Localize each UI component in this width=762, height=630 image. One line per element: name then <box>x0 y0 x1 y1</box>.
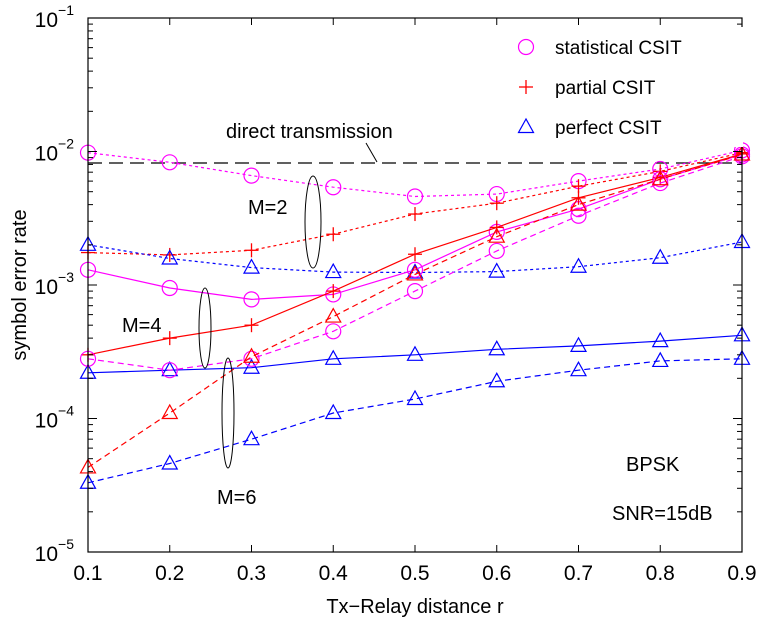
reference-line-label: direct transmission <box>226 121 393 143</box>
x-tick-label: 0.9 <box>727 562 756 585</box>
legend-label: statistical CSIT <box>555 38 682 59</box>
x-tick-label: 0.1 <box>73 562 102 585</box>
y-tick-exponent: −1 <box>58 2 74 18</box>
annotation-m2: M=2 <box>248 197 287 219</box>
legend: statistical CSIT partial CSIT perfect CSIT <box>500 27 743 147</box>
x-tick-labels: 0.1 0.2 0.3 0.4 0.5 0.6 0.7 0.8 0.9 <box>73 562 756 585</box>
x-tick-label: 0.7 <box>564 562 593 585</box>
legend-label: partial CSIT <box>555 78 656 99</box>
legend-label: perfect CSIT <box>555 118 662 139</box>
x-tick-label: 0.3 <box>237 562 266 585</box>
y-tick-base: 10 <box>35 410 58 433</box>
y-tick-base: 10 <box>35 543 58 566</box>
annotation-m4: M=4 <box>122 315 161 337</box>
x-tick-label: 0.8 <box>646 562 675 585</box>
x-tick-label: 0.2 <box>155 562 184 585</box>
y-tick-exponent: −5 <box>58 536 74 552</box>
y-axis-label: symbol error rate <box>9 209 31 360</box>
y-tick-base: 10 <box>35 9 58 32</box>
y-tick-base: 10 <box>35 143 58 166</box>
y-tick-exponent: −4 <box>58 403 74 419</box>
y-tick-exponent: −2 <box>58 136 74 152</box>
y-tick-base: 10 <box>35 276 58 299</box>
x-tick-label: 0.5 <box>400 562 429 585</box>
annotation-snr: SNR=15dB <box>612 503 713 525</box>
x-tick-label: 0.4 <box>319 562 349 585</box>
x-axis-label: Tx−Relay distance r <box>326 596 504 618</box>
annotation-modulation: BPSK <box>626 454 680 476</box>
y-tick-exponent: −3 <box>58 269 74 285</box>
annotation-m6: M=6 <box>217 487 256 509</box>
x-tick-label: 0.6 <box>482 562 511 585</box>
